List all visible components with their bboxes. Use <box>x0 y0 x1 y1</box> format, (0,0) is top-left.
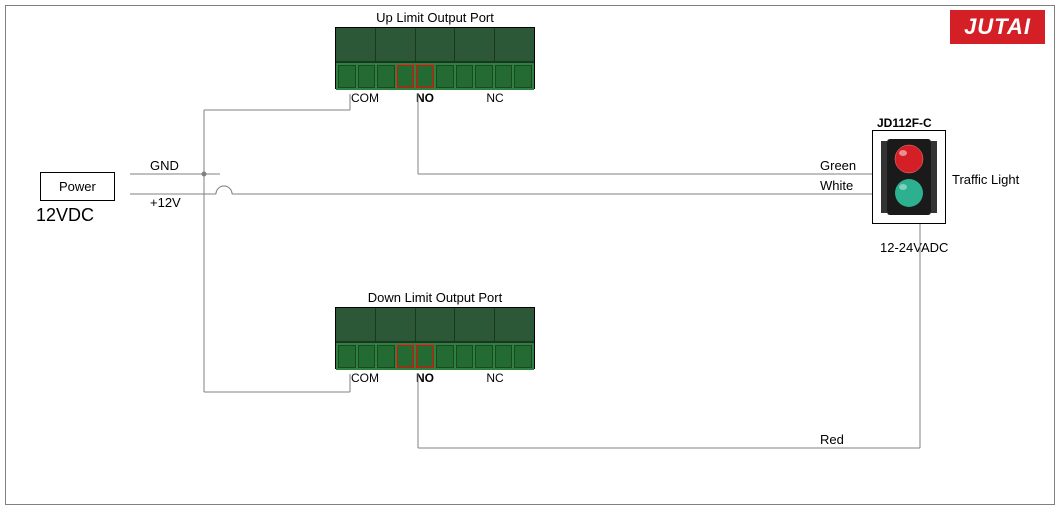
brand-logo: JUTAI <box>950 10 1045 44</box>
power-box: Power <box>40 172 115 201</box>
up-com-label: COM <box>335 91 395 105</box>
pos12v-label: +12V <box>150 195 181 210</box>
up-nc-label: NC <box>455 91 535 105</box>
wire-white-label: White <box>820 178 853 193</box>
down-com-label: COM <box>335 371 395 385</box>
traffic-light-voltage: 12-24VADC <box>880 240 948 255</box>
down-nc-label: NC <box>455 371 535 385</box>
up-terminal-body <box>335 27 535 89</box>
down-terminal-body <box>335 307 535 369</box>
power-label: Power <box>59 179 96 194</box>
voltage-label: 12VDC <box>36 205 94 226</box>
up-terminal-block: Up Limit Output Port COM NO NC <box>335 10 535 105</box>
up-no-label: NO <box>395 91 455 105</box>
down-no-label: NO <box>395 371 455 385</box>
wire-red-label: Red <box>820 432 844 447</box>
down-terminal-title: Down Limit Output Port <box>335 290 535 305</box>
wire-green-label: Green <box>820 158 856 173</box>
gnd-label: GND <box>150 158 179 173</box>
up-terminal-title: Up Limit Output Port <box>335 10 535 25</box>
traffic-light-box <box>872 130 946 224</box>
down-terminal-block: Down Limit Output Port COM NO NC <box>335 290 535 385</box>
traffic-light-label: Traffic Light <box>952 172 1019 187</box>
traffic-light-model: JD112F-C <box>877 116 932 130</box>
traffic-light-icon <box>873 131 945 223</box>
